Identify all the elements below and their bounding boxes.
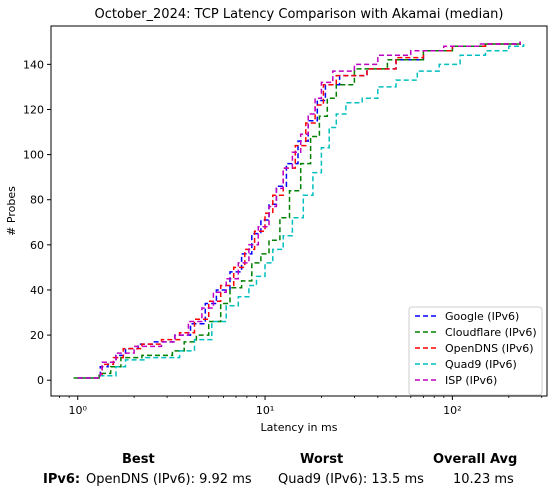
y-axis-label: # Probes	[5, 186, 18, 236]
series-line-2	[77, 41, 521, 379]
y-tick-label: 80	[30, 194, 44, 207]
series-line-4	[77, 41, 521, 379]
series-line-1	[73, 41, 521, 379]
best-value: OpenDNS (IPv6): 9.92 ms	[86, 472, 252, 487]
legend-label: Quad9 (IPv6)	[445, 358, 517, 371]
legend-label: ISP (IPv6)	[445, 374, 497, 387]
y-tick-label: 100	[23, 149, 44, 162]
legend-label: Cloudflare (IPv6)	[445, 326, 537, 339]
overall-avg-heading: Overall Avg	[433, 452, 518, 467]
y-tick-label: 60	[30, 239, 44, 252]
stats-row-label: IPv6:	[43, 472, 81, 487]
plot-area: 0 20 40 60 80 100 120 140 10⁰ 10¹ 10²	[23, 25, 548, 417]
best-heading: Best	[122, 452, 155, 467]
plot-frame	[50, 25, 548, 397]
legend-label: OpenDNS (IPv6)	[445, 342, 534, 355]
series-line-3	[77, 44, 525, 379]
y-tick-label: 0	[37, 374, 44, 387]
x-tick-label: 10²	[443, 404, 461, 417]
overall-avg-value: 10.23 ms	[453, 472, 514, 487]
y-tick-label: 20	[30, 329, 44, 342]
legend: Google (IPv6) Cloudflare (IPv6) OpenDNS (I…	[408, 306, 543, 396]
chart-title: October_2024: TCP Latency Comparison wit…	[95, 7, 504, 22]
x-tick-label: 10¹	[256, 404, 274, 417]
legend-box	[408, 306, 543, 396]
y-tick-label: 120	[23, 103, 44, 116]
x-tick-label: 10⁰	[69, 404, 88, 417]
worst-value: Quad9 (IPv6): 13.5 ms	[278, 472, 424, 487]
x-axis-label: Latency in ms	[261, 421, 338, 434]
y-tick-label: 40	[30, 284, 44, 297]
y-tick-label: 140	[23, 58, 44, 71]
latency-chart: October_2024: TCP Latency Comparison wit…	[5, 7, 548, 434]
legend-label: Google (IPv6)	[445, 310, 519, 323]
worst-heading: Worst	[300, 452, 344, 467]
